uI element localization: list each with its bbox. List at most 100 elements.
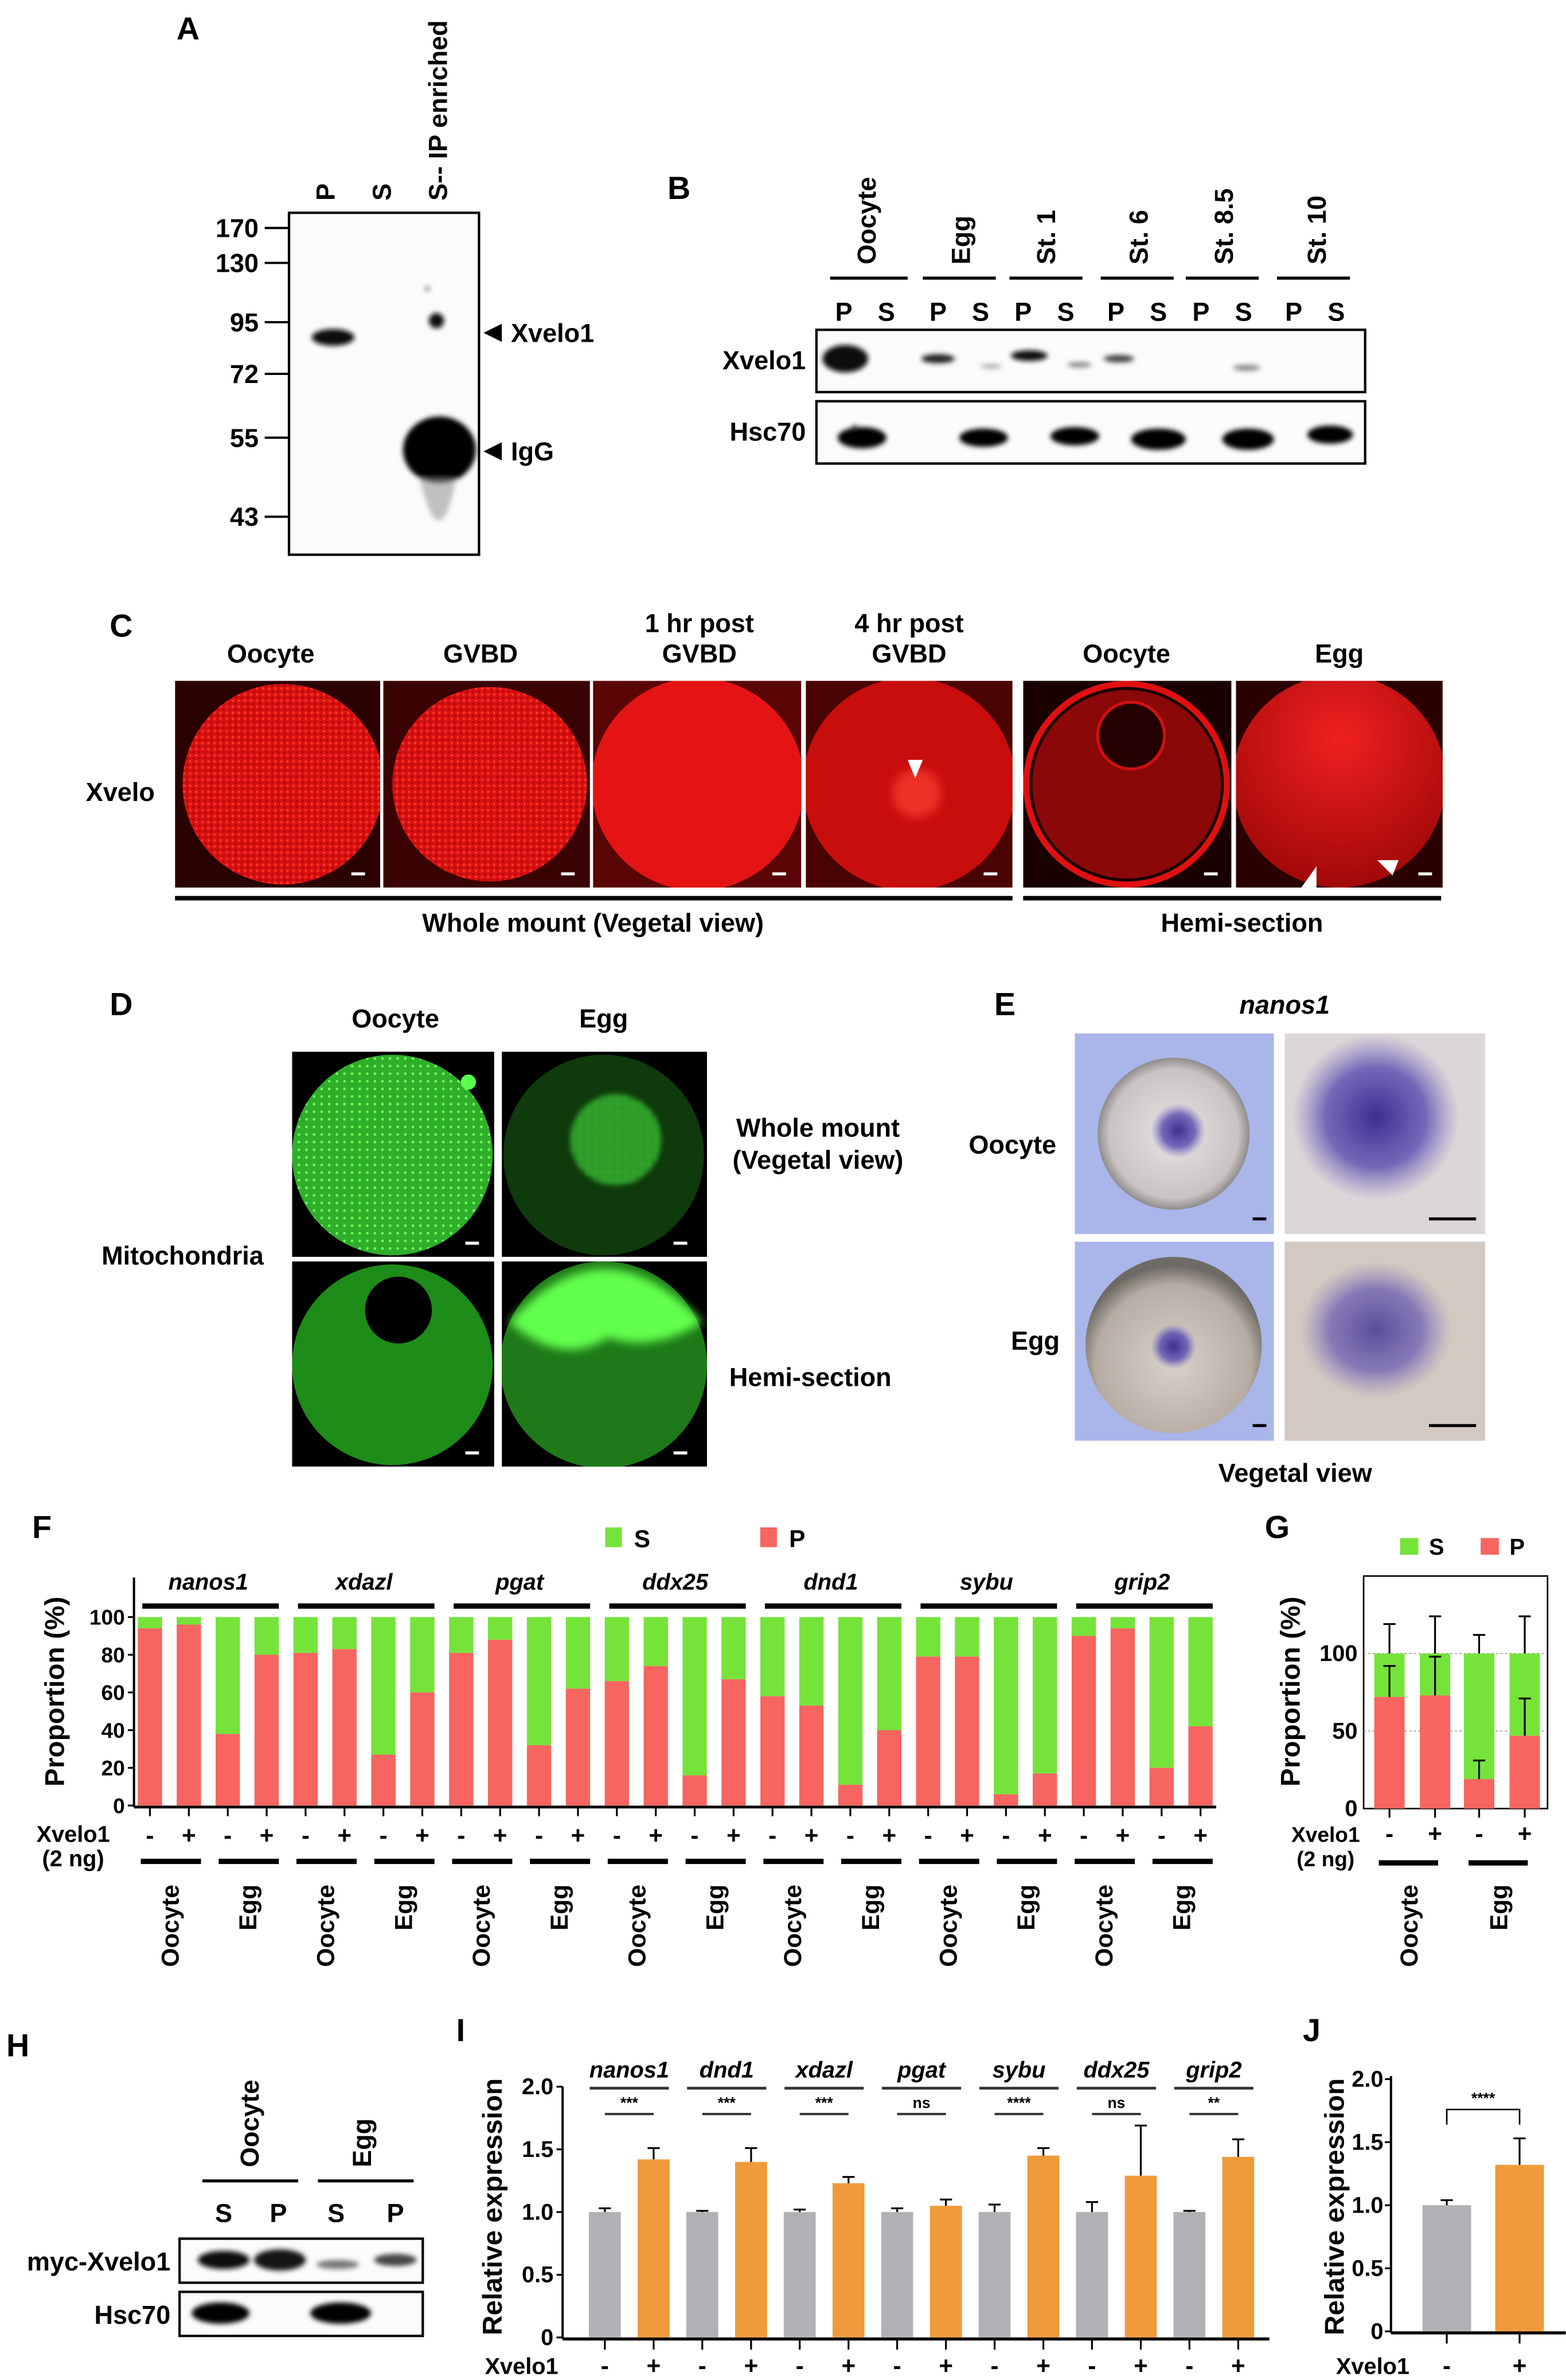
bar-p [371, 1754, 396, 1806]
mw-markers: 170 130 95 72 55 43 [216, 214, 290, 532]
treatment-level: + [260, 1822, 274, 1848]
treatment-level: - [1443, 2352, 1451, 2379]
bar-p [760, 1696, 785, 1806]
fraction-s: S [327, 2198, 345, 2227]
y-tick-label: 80 [101, 1643, 124, 1667]
y-axis-label: Relative expression [478, 2078, 508, 2335]
arrowhead-icon [907, 760, 923, 779]
bar-s [565, 1617, 591, 1689]
fraction-p: P [1285, 297, 1302, 326]
fraction-s: S [1057, 297, 1075, 326]
gene-label: pgat [897, 2058, 947, 2083]
row-label-mitochondria: Mitochondria [101, 1241, 264, 1270]
treatment-level: + [493, 1822, 507, 1848]
caption-hemi-section: Hemi-section [1161, 908, 1323, 937]
stage-st8-5: St. 8.5 [1209, 189, 1239, 265]
bar-s [604, 1617, 629, 1682]
panel-c: C Oocyte GVBD 1 hr post GVBD 4 hr post G… [86, 608, 1443, 937]
treatment-level: + [647, 2352, 661, 2379]
condition-label: Egg [390, 1885, 417, 1930]
label-hemi-section: Hemi-section [729, 1362, 892, 1392]
panel-label-h: H [6, 2027, 29, 2063]
panel-h: H Oocyte Egg S P S P myc-Xvelo1 Hsc70 [6, 2027, 424, 2338]
bar-minus [783, 2212, 816, 2338]
y-tick-label: 0.5 [1352, 2256, 1383, 2281]
bar-minus [881, 2212, 913, 2338]
band [822, 345, 868, 373]
mw-170: 170 [216, 214, 259, 243]
arrowhead-icon [1377, 860, 1399, 876]
image-nanos1-egg-zoom [1284, 1241, 1486, 1441]
y-tick-label: 0 [1345, 1796, 1357, 1822]
bar-s [1033, 1617, 1057, 1774]
y-tick-label: 100 [89, 1605, 125, 1629]
gene-label: grip2 [1185, 2058, 1241, 2083]
bar-plus [638, 2159, 670, 2338]
stage-oocyte: Oocyte [852, 177, 881, 265]
gene-label: nanos1 [589, 2058, 669, 2083]
condition-line [1075, 1858, 1135, 1865]
y-tick-label: 20 [101, 1756, 124, 1780]
bar-p [526, 1745, 552, 1806]
chart-f: S P 0 20 40 60 80 100 Proportion (%) - + - + - + - + - + - +… [37, 1525, 1216, 1967]
condition-label: Egg [546, 1885, 573, 1930]
bar-plus [930, 2206, 962, 2338]
band [959, 428, 1008, 447]
image-xvelo-4hr [806, 681, 1013, 888]
blot-bands-a [311, 286, 477, 521]
treatment-level: + [727, 1822, 741, 1848]
gene-label: grip2 [1114, 1570, 1170, 1595]
bar-p [838, 1784, 863, 1806]
fraction-s: S [1327, 297, 1345, 326]
condition-line [763, 1858, 824, 1865]
band [1307, 425, 1353, 444]
image-mito-egg-whole [502, 1052, 707, 1257]
condition-label: Oocyte [157, 1885, 183, 1967]
condition-line [218, 1858, 279, 1865]
y-tick-label: 0 [1370, 2319, 1383, 2344]
panel-label-a: A [177, 11, 200, 46]
image-xvelo-gvbd [383, 681, 590, 888]
bar-s [449, 1617, 474, 1653]
significance-label: *** [718, 2094, 736, 2112]
condition-line [140, 1858, 201, 1865]
header-oocyte-hemi: Oocyte [1083, 639, 1170, 669]
header-1hr: 1 hr post [645, 609, 754, 638]
fraction-p: P [1107, 297, 1124, 326]
mw-55: 55 [230, 423, 259, 452]
treatment-level: - [601, 2352, 609, 2379]
condition-label: Oocyte [779, 1885, 806, 1967]
treatment-level: - [302, 1822, 310, 1848]
y-tick-label: 1.0 [522, 2199, 553, 2225]
bar-s [916, 1617, 940, 1657]
treatment-level: - [924, 1822, 932, 1848]
significance-label: *** [815, 2094, 834, 2112]
scale-bars [465, 1241, 688, 1455]
band [374, 2253, 417, 2266]
treatment-level: + [337, 1822, 352, 1848]
band [1233, 365, 1260, 371]
treatment-level: + [744, 2352, 758, 2379]
gene-label: sybu [993, 2058, 1046, 2083]
significance-bracket [1446, 2108, 1521, 2125]
gene-label: pgat [495, 1570, 545, 1595]
gene-group-line [142, 1603, 279, 1609]
band [192, 2302, 250, 2324]
bar-p [177, 1624, 201, 1806]
treatment-level: + [1116, 1822, 1130, 1848]
treatment-level: + [939, 2352, 953, 2379]
condition-line [919, 1858, 979, 1865]
bar-minus [686, 2212, 718, 2338]
gene-group-line [298, 1603, 435, 1609]
treatment-level: - [1158, 1822, 1166, 1848]
header-4hr: 4 hr post [854, 609, 963, 638]
condition-line [452, 1858, 513, 1865]
band [1011, 350, 1048, 361]
treatment-label: Xvelo1 [1336, 2354, 1409, 2379]
legend-swatch-s [1400, 1538, 1419, 1555]
legend-swatch-s [605, 1527, 622, 1547]
stage-egg: Egg [947, 216, 976, 264]
treatment-level: + [1428, 1820, 1442, 1847]
condition-line [841, 1858, 901, 1865]
y-tick-label: 100 [1319, 1641, 1357, 1666]
